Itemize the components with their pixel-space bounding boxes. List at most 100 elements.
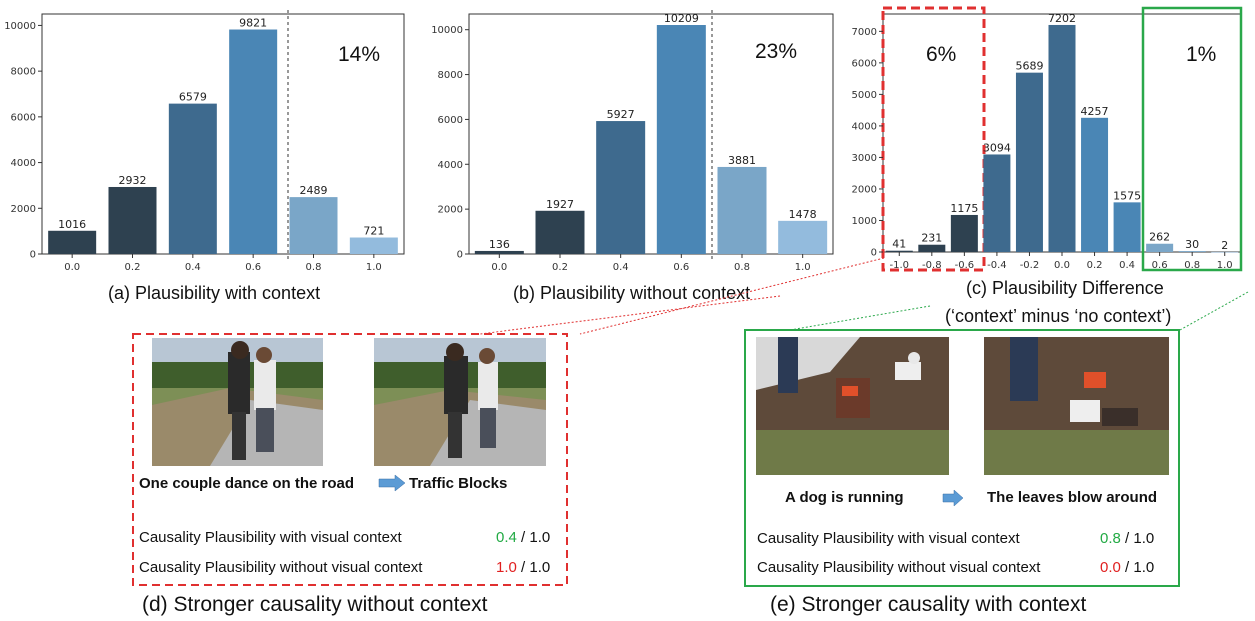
x-tick-label: 0.2	[125, 262, 141, 273]
bar	[778, 220, 828, 254]
panel-e-photo-before	[756, 337, 949, 475]
chart-b-frame	[468, 13, 834, 255]
panel-e-row1-total: / 1.0	[1121, 530, 1154, 547]
bar	[950, 214, 978, 252]
panel-d-photo-after	[374, 338, 546, 466]
chart-b-caption: (b) Plausibility without context	[513, 283, 750, 303]
bar-value-label: 5927	[607, 108, 635, 121]
chart-b-value-labels: 136 1927 5927 10209 3881 1478	[489, 12, 817, 251]
x-tick-label: 0.6	[245, 262, 261, 273]
panel-e: A dog is running The leaves blow around …	[744, 329, 1180, 616]
bar-value-label: 2	[1221, 239, 1228, 252]
negative-bin-highlight-box	[881, 6, 986, 272]
chart-c-value-labels: 41 231 1175 3094 5689 7202 4257 1575 262 30 2	[892, 12, 1228, 252]
y-tick-label: 8000	[438, 70, 463, 81]
panel-d-row2-label: Causality Plausibility without visual co…	[139, 559, 423, 576]
y-tick-label: 4000	[852, 121, 877, 132]
bar	[535, 210, 585, 254]
bar-value-label: 30	[1185, 238, 1199, 251]
chart-a-percent: 14%	[338, 43, 380, 66]
panel-e-photo-after	[984, 337, 1169, 475]
panel-d-frame	[132, 333, 568, 586]
bar-value-label: 41	[892, 238, 906, 251]
panel-d: One couple dance on the road Traffic Blo…	[132, 333, 568, 616]
x-tick-label: 0.8	[1184, 260, 1200, 271]
panel-d-row1-score-line: 0.4 / 1.0	[496, 529, 550, 546]
panel-e-frame	[744, 329, 1180, 587]
x-tick-label: 0.8	[734, 262, 750, 273]
bar-value-label: 136	[489, 238, 510, 251]
y-tick-label: 4000	[438, 160, 463, 171]
panel-e-caption: (e) Stronger causality with context	[770, 593, 1086, 616]
panel-d-photo-before	[152, 338, 323, 466]
bar-value-label: 3881	[728, 154, 756, 167]
y-tick-label: 6000	[852, 58, 877, 69]
y-tick-label: 2000	[438, 205, 463, 216]
bar	[885, 250, 913, 252]
chart-b-x-ticks: 0.0 0.2 0.4 0.6 0.8 1.0	[491, 254, 811, 273]
bar	[1113, 202, 1141, 252]
chart-b-bars	[474, 25, 828, 254]
chart-a-y-ticks: 0 2000 4000 6000 8000 10000	[4, 21, 42, 261]
bar	[108, 186, 157, 254]
chart-c-caption: (c) Plausibility Difference	[966, 278, 1164, 298]
connector-red-2	[579, 257, 885, 335]
bar	[656, 25, 706, 254]
y-tick-label: 6000	[438, 115, 463, 126]
x-tick-label: 0.4	[185, 262, 201, 273]
chart-a-frame	[41, 13, 405, 255]
y-tick-label: 0	[871, 248, 877, 259]
panel-d-row2-total: / 1.0	[517, 559, 550, 576]
chart-c-percent-positive: 1%	[1186, 43, 1216, 66]
x-tick-label: 0.0	[1054, 260, 1070, 271]
x-tick-label: 0.6	[1152, 260, 1168, 271]
y-tick-label: 4000	[11, 158, 36, 169]
panel-d-cause-text: One couple dance on the road	[139, 475, 354, 492]
y-tick-label: 1000	[852, 216, 877, 227]
panel-d-row2-score-line: 1.0 / 1.0	[496, 559, 550, 576]
bar-value-label: 262	[1149, 231, 1170, 244]
chart-c-subcaption: (‘context’ minus ‘no context’)	[945, 306, 1171, 326]
panel-d-row1-label: Causality Plausibility with visual conte…	[139, 529, 402, 546]
chart-c: 6% 1% 41 231 1175 3094 5689 7202 4257 1575 262 30…	[852, 6, 1243, 326]
bar-value-label: 721	[363, 225, 384, 238]
x-tick-label: 0.6	[673, 262, 689, 273]
x-tick-label: -0.2	[1020, 260, 1040, 271]
bar-value-label: 7202	[1048, 12, 1076, 25]
y-tick-label: 2000	[11, 204, 36, 215]
bar	[349, 237, 398, 254]
bar-value-label: 1927	[546, 198, 574, 211]
bar-value-label: 6579	[179, 91, 207, 104]
bar-value-label: 3094	[983, 141, 1011, 154]
bar	[983, 154, 1011, 252]
panel-d-row1-total: / 1.0	[517, 529, 550, 546]
connector-green-2	[1179, 291, 1249, 331]
bar-value-label: 1478	[789, 208, 817, 221]
panel-d-row1-score: 0.4	[496, 529, 517, 546]
panel-e-row1-label: Causality Plausibility with visual conte…	[757, 530, 1020, 547]
chart-c-x-ticks: -1.0 -0.8 -0.6 -0.4 -0.2 0.0 0.2 0.4 0.6 0.8 1.0	[890, 252, 1233, 271]
chart-b-percent: 23%	[755, 40, 797, 63]
y-tick-label: 2000	[852, 184, 877, 195]
bar	[1081, 117, 1109, 253]
bar-value-label: 10209	[664, 12, 699, 25]
x-tick-label: 0.4	[613, 262, 629, 273]
bar-value-label: 5689	[1015, 60, 1043, 73]
y-tick-label: 10000	[4, 21, 36, 32]
panel-d-row2-score: 1.0	[496, 559, 517, 576]
x-tick-label: 0.2	[1087, 260, 1103, 271]
chart-c-y-ticks: 0 1000 2000 3000 4000 5000 6000 7000	[852, 27, 883, 259]
x-tick-label: 1.0	[795, 262, 811, 273]
y-tick-label: 8000	[11, 67, 36, 78]
chart-c-bars	[885, 24, 1239, 253]
bar	[48, 230, 97, 254]
x-tick-label: -0.4	[987, 260, 1007, 271]
chart-b-y-ticks: 0 2000 4000 6000 8000 10000	[431, 25, 469, 261]
panel-d-effect-text: Traffic Blocks	[409, 475, 507, 492]
bar-value-label: 2489	[300, 184, 328, 197]
x-tick-label: 1.0	[366, 262, 382, 273]
bar-value-label: 1175	[950, 202, 978, 215]
panel-e-row2-score: 0.0	[1100, 559, 1121, 576]
bar	[596, 121, 646, 254]
